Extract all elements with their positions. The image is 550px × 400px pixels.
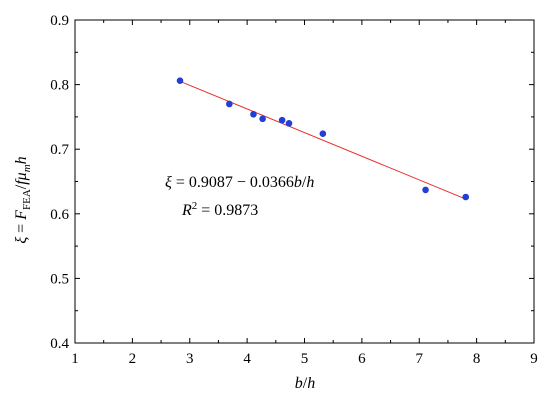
- data-point: [285, 120, 293, 127]
- data-point: [278, 116, 286, 124]
- y-tick-label: 0.6: [50, 207, 69, 223]
- y-tick-label: 0.4: [50, 336, 69, 352]
- fit-line: [179, 80, 466, 200]
- x-tick-label: 2: [129, 351, 137, 367]
- points-layer: [176, 77, 470, 201]
- x-tick-label: 6: [358, 351, 366, 367]
- data-point: [319, 130, 327, 137]
- y-tick-label: 0.5: [50, 271, 69, 287]
- x-tick-label: 9: [530, 351, 538, 367]
- data-point: [226, 100, 233, 108]
- y-tick-label: 0.8: [50, 78, 69, 94]
- data-point: [422, 186, 429, 194]
- x-axis-title: b/h: [295, 375, 315, 392]
- data-point: [250, 111, 257, 118]
- y-tick-label: 0.9: [50, 13, 69, 29]
- x-tick-label: 3: [186, 351, 194, 367]
- x-tick-label: 7: [416, 351, 424, 367]
- x-tick-label: 1: [71, 351, 79, 367]
- data-point: [259, 115, 266, 123]
- y-tick-label: 0.7: [50, 142, 69, 158]
- x-tick-label: 8: [473, 351, 481, 367]
- y-axis-title: ξ = FFEA/fμmh: [13, 156, 33, 243]
- x-tick-label: 4: [243, 351, 251, 367]
- data-point: [462, 193, 470, 201]
- x-tick-label: 5: [301, 351, 309, 367]
- fit-equation: ξ = 0.9087 − 0.0366b/h: [165, 174, 314, 191]
- fit-layer: [179, 80, 466, 200]
- data-point: [176, 77, 184, 85]
- r-squared-label: R2 = 0.9873: [181, 200, 258, 219]
- plot-frame: [74, 19, 535, 344]
- ticks-layer: 1 2 3 4 5 6 7 8 9 0.4 0.5 0.6 0.7 0.8 0.9: [50, 13, 538, 367]
